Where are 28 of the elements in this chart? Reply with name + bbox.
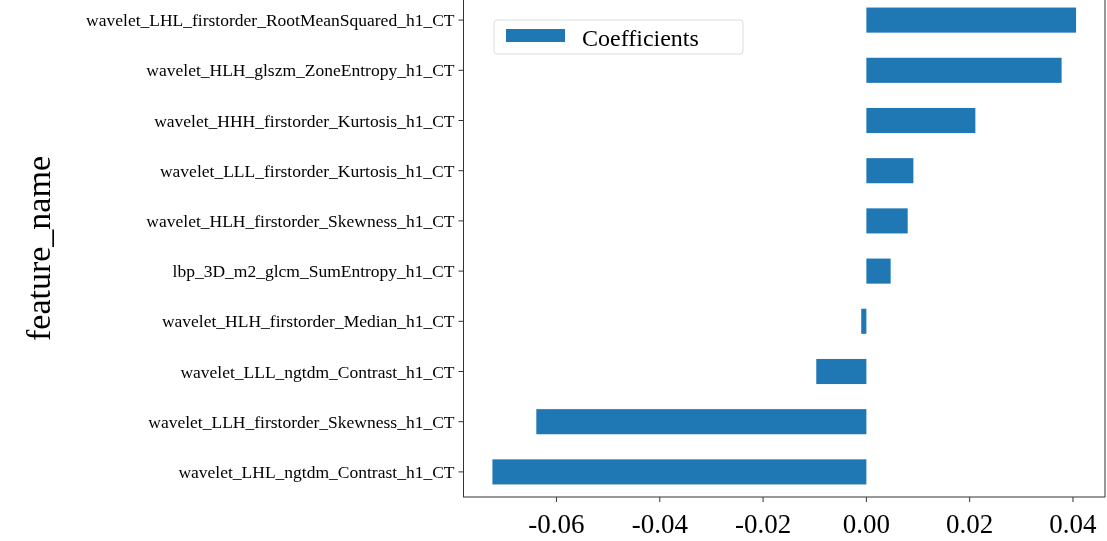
legend-label: Coefficients bbox=[582, 25, 699, 52]
y-tick-label: wavelet_LHL_firstorder_RootMeanSquared_h1_CT bbox=[86, 10, 455, 31]
bar bbox=[866, 107, 976, 134]
bar bbox=[866, 57, 1062, 83]
bar bbox=[816, 358, 867, 385]
y-tick-label: wavelet_HLH_glszm_ZoneEntropy_h1_CT bbox=[146, 60, 455, 81]
x-tick-label: 0.04 bbox=[1049, 509, 1098, 539]
x-tick-label: -0.06 bbox=[528, 509, 585, 539]
x-tick-label: -0.04 bbox=[631, 509, 689, 539]
x-tick-label: 0.02 bbox=[946, 509, 994, 539]
bar bbox=[866, 258, 891, 284]
y-tick-label: wavelet_HLH_firstorder_Skewness_h1_CT bbox=[146, 211, 455, 232]
y-tick-label: wavelet_LLL_ngtdm_Contrast_h1_CT bbox=[180, 361, 455, 382]
bar bbox=[536, 409, 867, 435]
x-tick-label: 0.00 bbox=[842, 509, 890, 539]
y-tick-label: wavelet_HHH_firstorder_Kurtosis_h1_CT bbox=[154, 110, 455, 131]
bar bbox=[861, 308, 867, 334]
y-tick-label: wavelet_LLH_firstorder_Skewness_h1_CT bbox=[148, 411, 455, 432]
y-tick-label: wavelet_HLH_firstorder_Median_h1_CT bbox=[161, 311, 455, 332]
bar bbox=[866, 7, 1077, 33]
y-tick-label: wavelet_LLL_firstorder_Kurtosis_h1_CT bbox=[159, 160, 455, 181]
bar bbox=[492, 459, 867, 485]
y-tick-label: lbp_3D_m2_glcm_SumEntropy_h1_CT bbox=[172, 261, 455, 282]
bar bbox=[866, 208, 908, 234]
x-tick-label: -0.02 bbox=[734, 509, 792, 539]
y-axis-title: feature_name bbox=[20, 156, 57, 341]
y-tick-label: wavelet_LHL_ngtdm_Contrast_h1_CT bbox=[178, 462, 455, 483]
bar bbox=[866, 158, 914, 184]
